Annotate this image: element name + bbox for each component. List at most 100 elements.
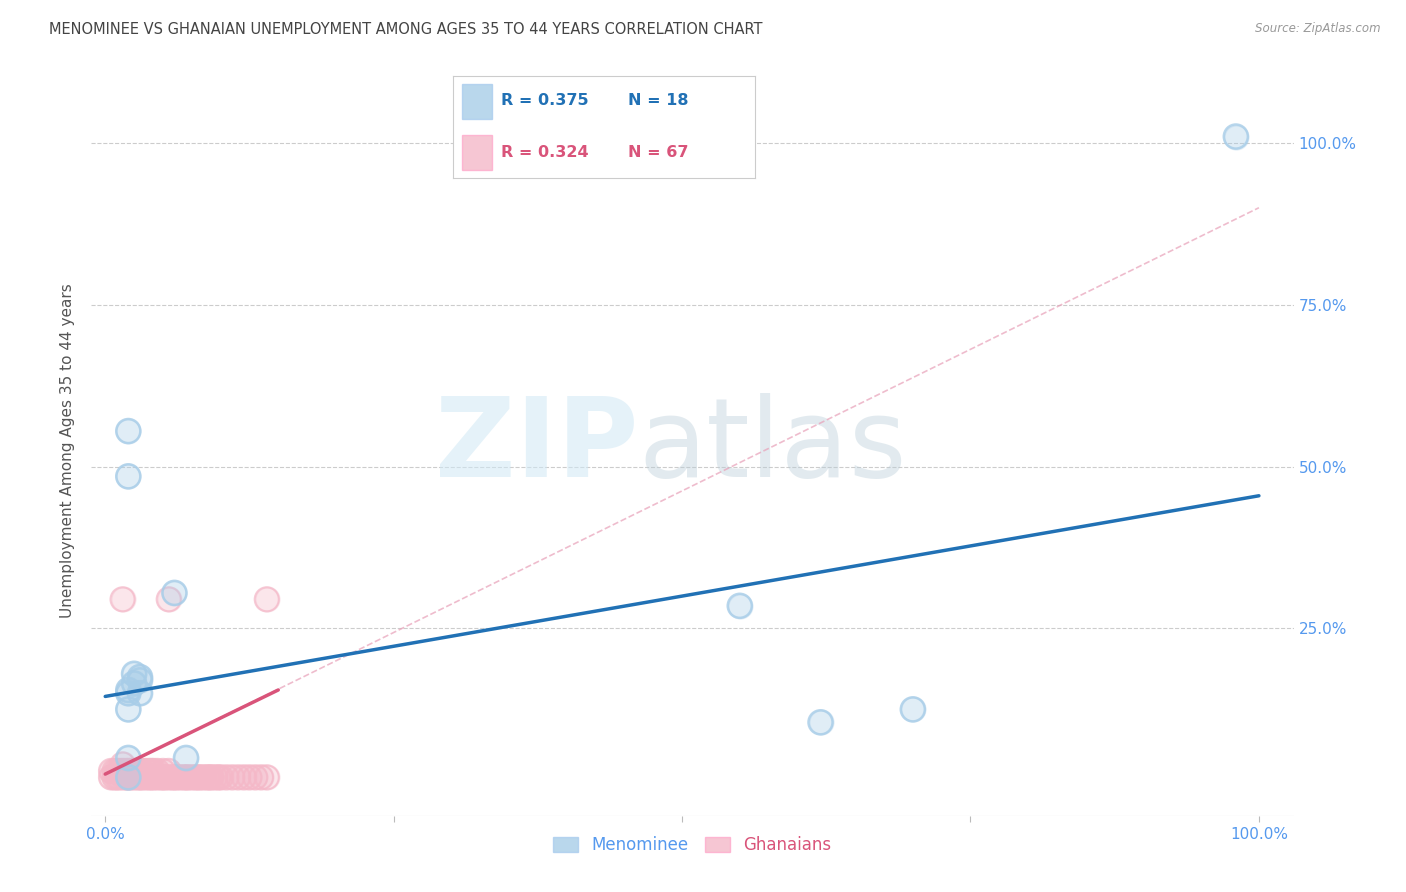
Point (100, 770, 122, 784)
Point (141, 764, 163, 778)
Point (180, 770, 202, 784)
Point (122, 676, 145, 690)
Point (138, 770, 160, 784)
Point (146, 770, 169, 784)
Point (152, 764, 174, 778)
Point (238, 770, 260, 784)
Point (198, 770, 221, 784)
Point (728, 599, 751, 613)
Point (117, 770, 139, 784)
Point (105, 764, 128, 778)
Point (108, 764, 131, 778)
Point (117, 682, 139, 697)
Point (115, 770, 138, 784)
Point (127, 770, 149, 784)
Point (117, 702, 139, 716)
Point (100, 770, 122, 784)
Point (111, 770, 134, 784)
Point (163, 586, 186, 600)
Point (173, 770, 195, 784)
Point (128, 686, 150, 700)
Point (105, 770, 128, 784)
Point (204, 770, 226, 784)
Point (152, 770, 174, 784)
Point (142, 764, 165, 778)
Point (232, 770, 254, 784)
Point (200, 770, 222, 784)
Point (122, 676, 145, 690)
Point (128, 686, 150, 700)
Point (169, 770, 191, 784)
Text: ZIP: ZIP (434, 393, 638, 500)
Point (142, 770, 165, 784)
Point (157, 592, 180, 607)
Point (155, 770, 177, 784)
Point (193, 770, 215, 784)
Point (204, 770, 226, 784)
Point (117, 686, 139, 700)
Point (111, 592, 134, 607)
Point (141, 770, 163, 784)
Point (256, 770, 278, 784)
Point (245, 770, 267, 784)
Point (221, 770, 243, 784)
Point (163, 770, 186, 784)
Point (195, 770, 218, 784)
Point (155, 770, 177, 784)
Point (128, 770, 150, 784)
Point (128, 670, 150, 684)
Point (173, 770, 195, 784)
Point (245, 770, 267, 784)
Point (157, 592, 180, 607)
Point (728, 599, 751, 613)
Point (186, 770, 208, 784)
Point (157, 764, 180, 778)
Point (117, 764, 139, 778)
Point (149, 770, 172, 784)
Point (120, 764, 142, 778)
Point (100, 764, 122, 778)
Point (128, 764, 150, 778)
Point (135, 764, 157, 778)
Point (127, 764, 149, 778)
Point (111, 757, 134, 772)
Text: N = 67: N = 67 (628, 145, 689, 160)
Point (810, 715, 832, 730)
Point (103, 770, 125, 784)
Point (122, 770, 145, 784)
Point (120, 764, 142, 778)
Point (117, 770, 139, 784)
Point (157, 764, 180, 778)
Point (166, 770, 188, 784)
Point (111, 757, 134, 772)
Point (117, 770, 139, 784)
Point (108, 770, 131, 784)
Point (188, 770, 211, 784)
Point (128, 770, 150, 784)
Point (103, 770, 125, 784)
Point (100, 764, 122, 778)
Point (115, 770, 138, 784)
Point (117, 469, 139, 483)
Point (221, 770, 243, 784)
Point (138, 770, 160, 784)
Point (174, 770, 197, 784)
Point (146, 764, 169, 778)
Point (128, 670, 150, 684)
Point (163, 770, 186, 784)
Point (117, 424, 139, 438)
Point (115, 764, 138, 778)
Point (198, 770, 221, 784)
Point (901, 702, 924, 716)
Point (117, 424, 139, 438)
Point (177, 770, 200, 784)
Y-axis label: Unemployment Among Ages 35 to 44 years: Unemployment Among Ages 35 to 44 years (60, 283, 76, 618)
Point (142, 764, 165, 778)
Point (901, 702, 924, 716)
Text: MENOMINEE VS GHANAIAN UNEMPLOYMENT AMONG AGES 35 TO 44 YEARS CORRELATION CHART: MENOMINEE VS GHANAIAN UNEMPLOYMENT AMONG… (49, 22, 762, 37)
Point (105, 764, 128, 778)
Point (166, 770, 188, 784)
Point (117, 702, 139, 716)
Point (232, 770, 254, 784)
Point (122, 666, 145, 681)
